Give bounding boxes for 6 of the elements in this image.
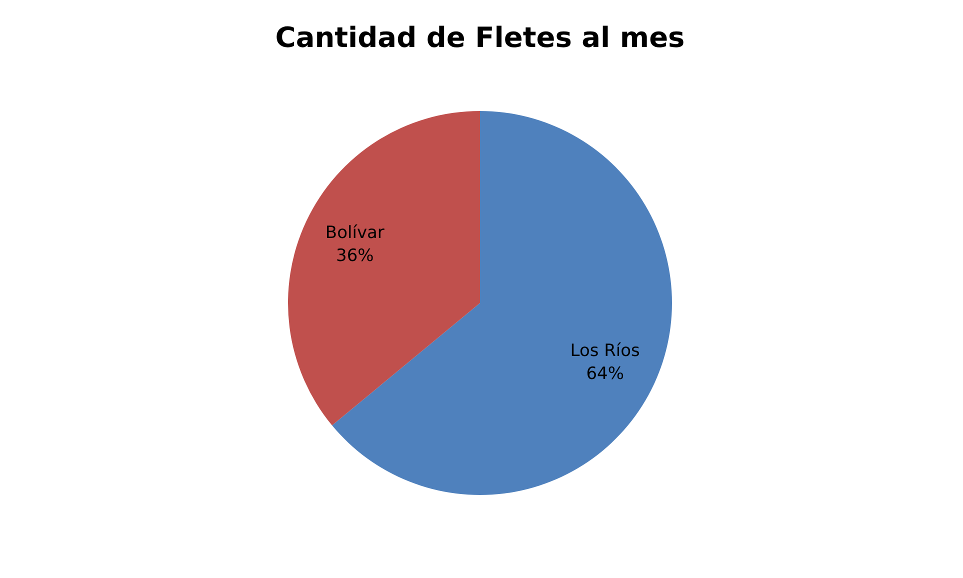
slice-label: Bolívar bbox=[325, 223, 384, 244]
slice-label: Los Ríos bbox=[570, 340, 640, 361]
pie-slice bbox=[288, 111, 480, 426]
data-label: 36% bbox=[336, 246, 374, 266]
chart-title: Cantidad de Fletes al mes bbox=[275, 21, 685, 54]
data-label: 64% bbox=[586, 364, 624, 384]
